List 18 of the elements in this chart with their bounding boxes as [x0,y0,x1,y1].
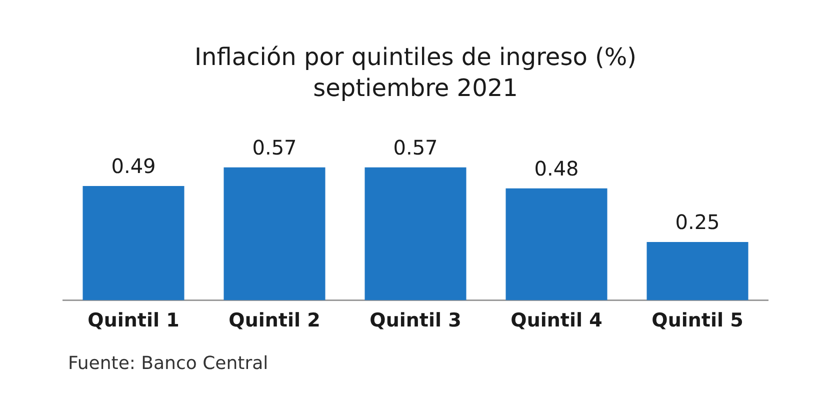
chart-subtitle: septiembre 2021 [313,74,518,102]
data-label: 0.57 [393,136,438,160]
bar [224,167,326,300]
data-label: 0.49 [111,154,156,178]
bar [646,242,748,300]
x-tick-label: Quintil 5 [652,310,744,332]
x-tick-label: Quintil 1 [88,310,180,332]
data-label: 0.57 [252,136,297,160]
data-label: 0.48 [534,156,579,181]
x-tick-label: Quintil 4 [510,310,602,332]
bar [82,186,184,300]
data-label: 0.25 [675,210,720,234]
x-tick-label: Quintil 3 [370,310,462,332]
bar [506,188,608,300]
chart-title: Inflación por quintiles de ingreso (%) [194,42,637,71]
x-tick-label: Quintil 2 [228,310,320,332]
bar [364,167,466,300]
source-note: Fuente: Banco Central [68,353,270,374]
